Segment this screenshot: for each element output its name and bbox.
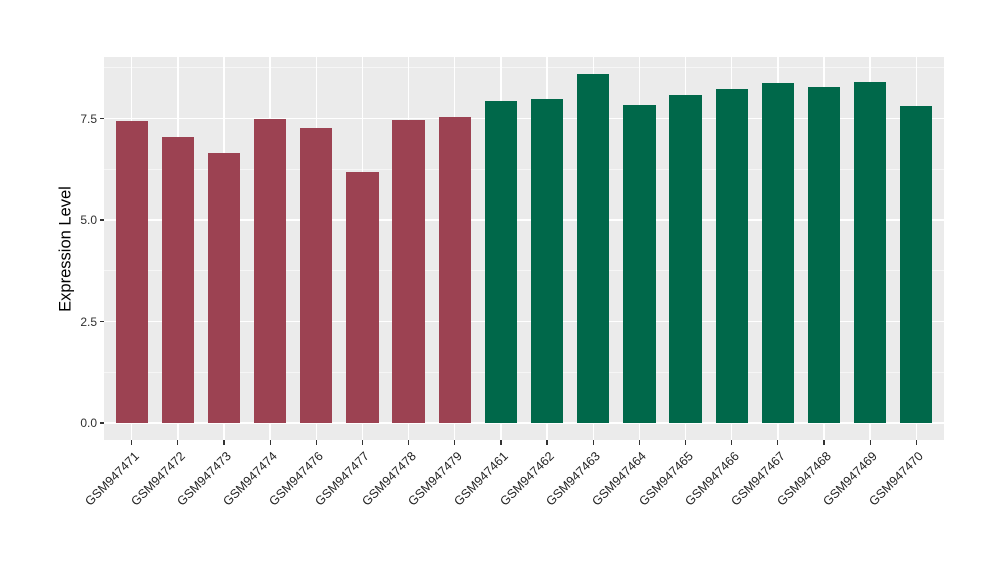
bar bbox=[484, 100, 518, 423]
x-tick-mark bbox=[454, 440, 456, 445]
minor-gridline bbox=[104, 371, 944, 373]
bar bbox=[161, 136, 194, 423]
minor-gridline bbox=[104, 67, 944, 69]
x-tick-mark bbox=[408, 440, 410, 445]
x-tick-mark bbox=[592, 440, 594, 445]
x-tick-mark bbox=[777, 440, 779, 445]
major-gridline bbox=[104, 219, 944, 221]
minor-gridline bbox=[104, 168, 944, 170]
y-tick-mark bbox=[99, 118, 104, 120]
bar bbox=[854, 81, 887, 423]
minor-gridline bbox=[104, 270, 944, 272]
bar bbox=[577, 74, 610, 423]
x-tick-mark bbox=[638, 440, 640, 445]
x-tick-mark bbox=[223, 440, 225, 445]
x-tick-mark bbox=[731, 440, 733, 445]
bar bbox=[207, 152, 241, 423]
bar bbox=[669, 94, 702, 423]
x-tick-mark bbox=[131, 440, 133, 445]
major-gridline bbox=[104, 422, 944, 424]
x-tick-mark bbox=[823, 440, 825, 445]
bar bbox=[115, 120, 148, 423]
x-tick-mark bbox=[177, 440, 179, 445]
bar bbox=[530, 98, 564, 423]
major-gridline bbox=[104, 117, 944, 120]
bar bbox=[900, 105, 933, 423]
y-axis-title: Expression Level bbox=[56, 185, 75, 312]
y-tick-mark bbox=[99, 219, 104, 221]
x-tick-mark bbox=[915, 440, 917, 445]
x-tick-mark bbox=[500, 440, 502, 445]
x-tick-mark bbox=[869, 440, 871, 445]
x-tick-mark bbox=[315, 440, 317, 445]
y-tick-mark bbox=[99, 422, 104, 424]
chart-panel bbox=[104, 57, 944, 440]
x-tick-mark bbox=[546, 440, 548, 445]
x-tick-mark bbox=[684, 440, 687, 445]
bar bbox=[807, 86, 841, 423]
bar bbox=[392, 119, 425, 423]
y-tick-label: 2.5 bbox=[80, 314, 97, 329]
bar bbox=[346, 171, 379, 423]
y-tick-label: 0.0 bbox=[80, 415, 97, 430]
x-tick-mark bbox=[269, 440, 271, 445]
major-gridline bbox=[104, 320, 944, 323]
y-tick-label: 5.0 bbox=[80, 213, 97, 228]
y-tick-label: 7.5 bbox=[80, 111, 97, 126]
bar bbox=[761, 83, 794, 423]
bar bbox=[438, 116, 471, 423]
bar bbox=[254, 119, 287, 423]
bar bbox=[623, 104, 656, 423]
bar bbox=[300, 127, 333, 423]
y-tick-mark bbox=[99, 320, 104, 323]
x-tick-mark bbox=[361, 440, 364, 445]
bar bbox=[715, 89, 748, 423]
